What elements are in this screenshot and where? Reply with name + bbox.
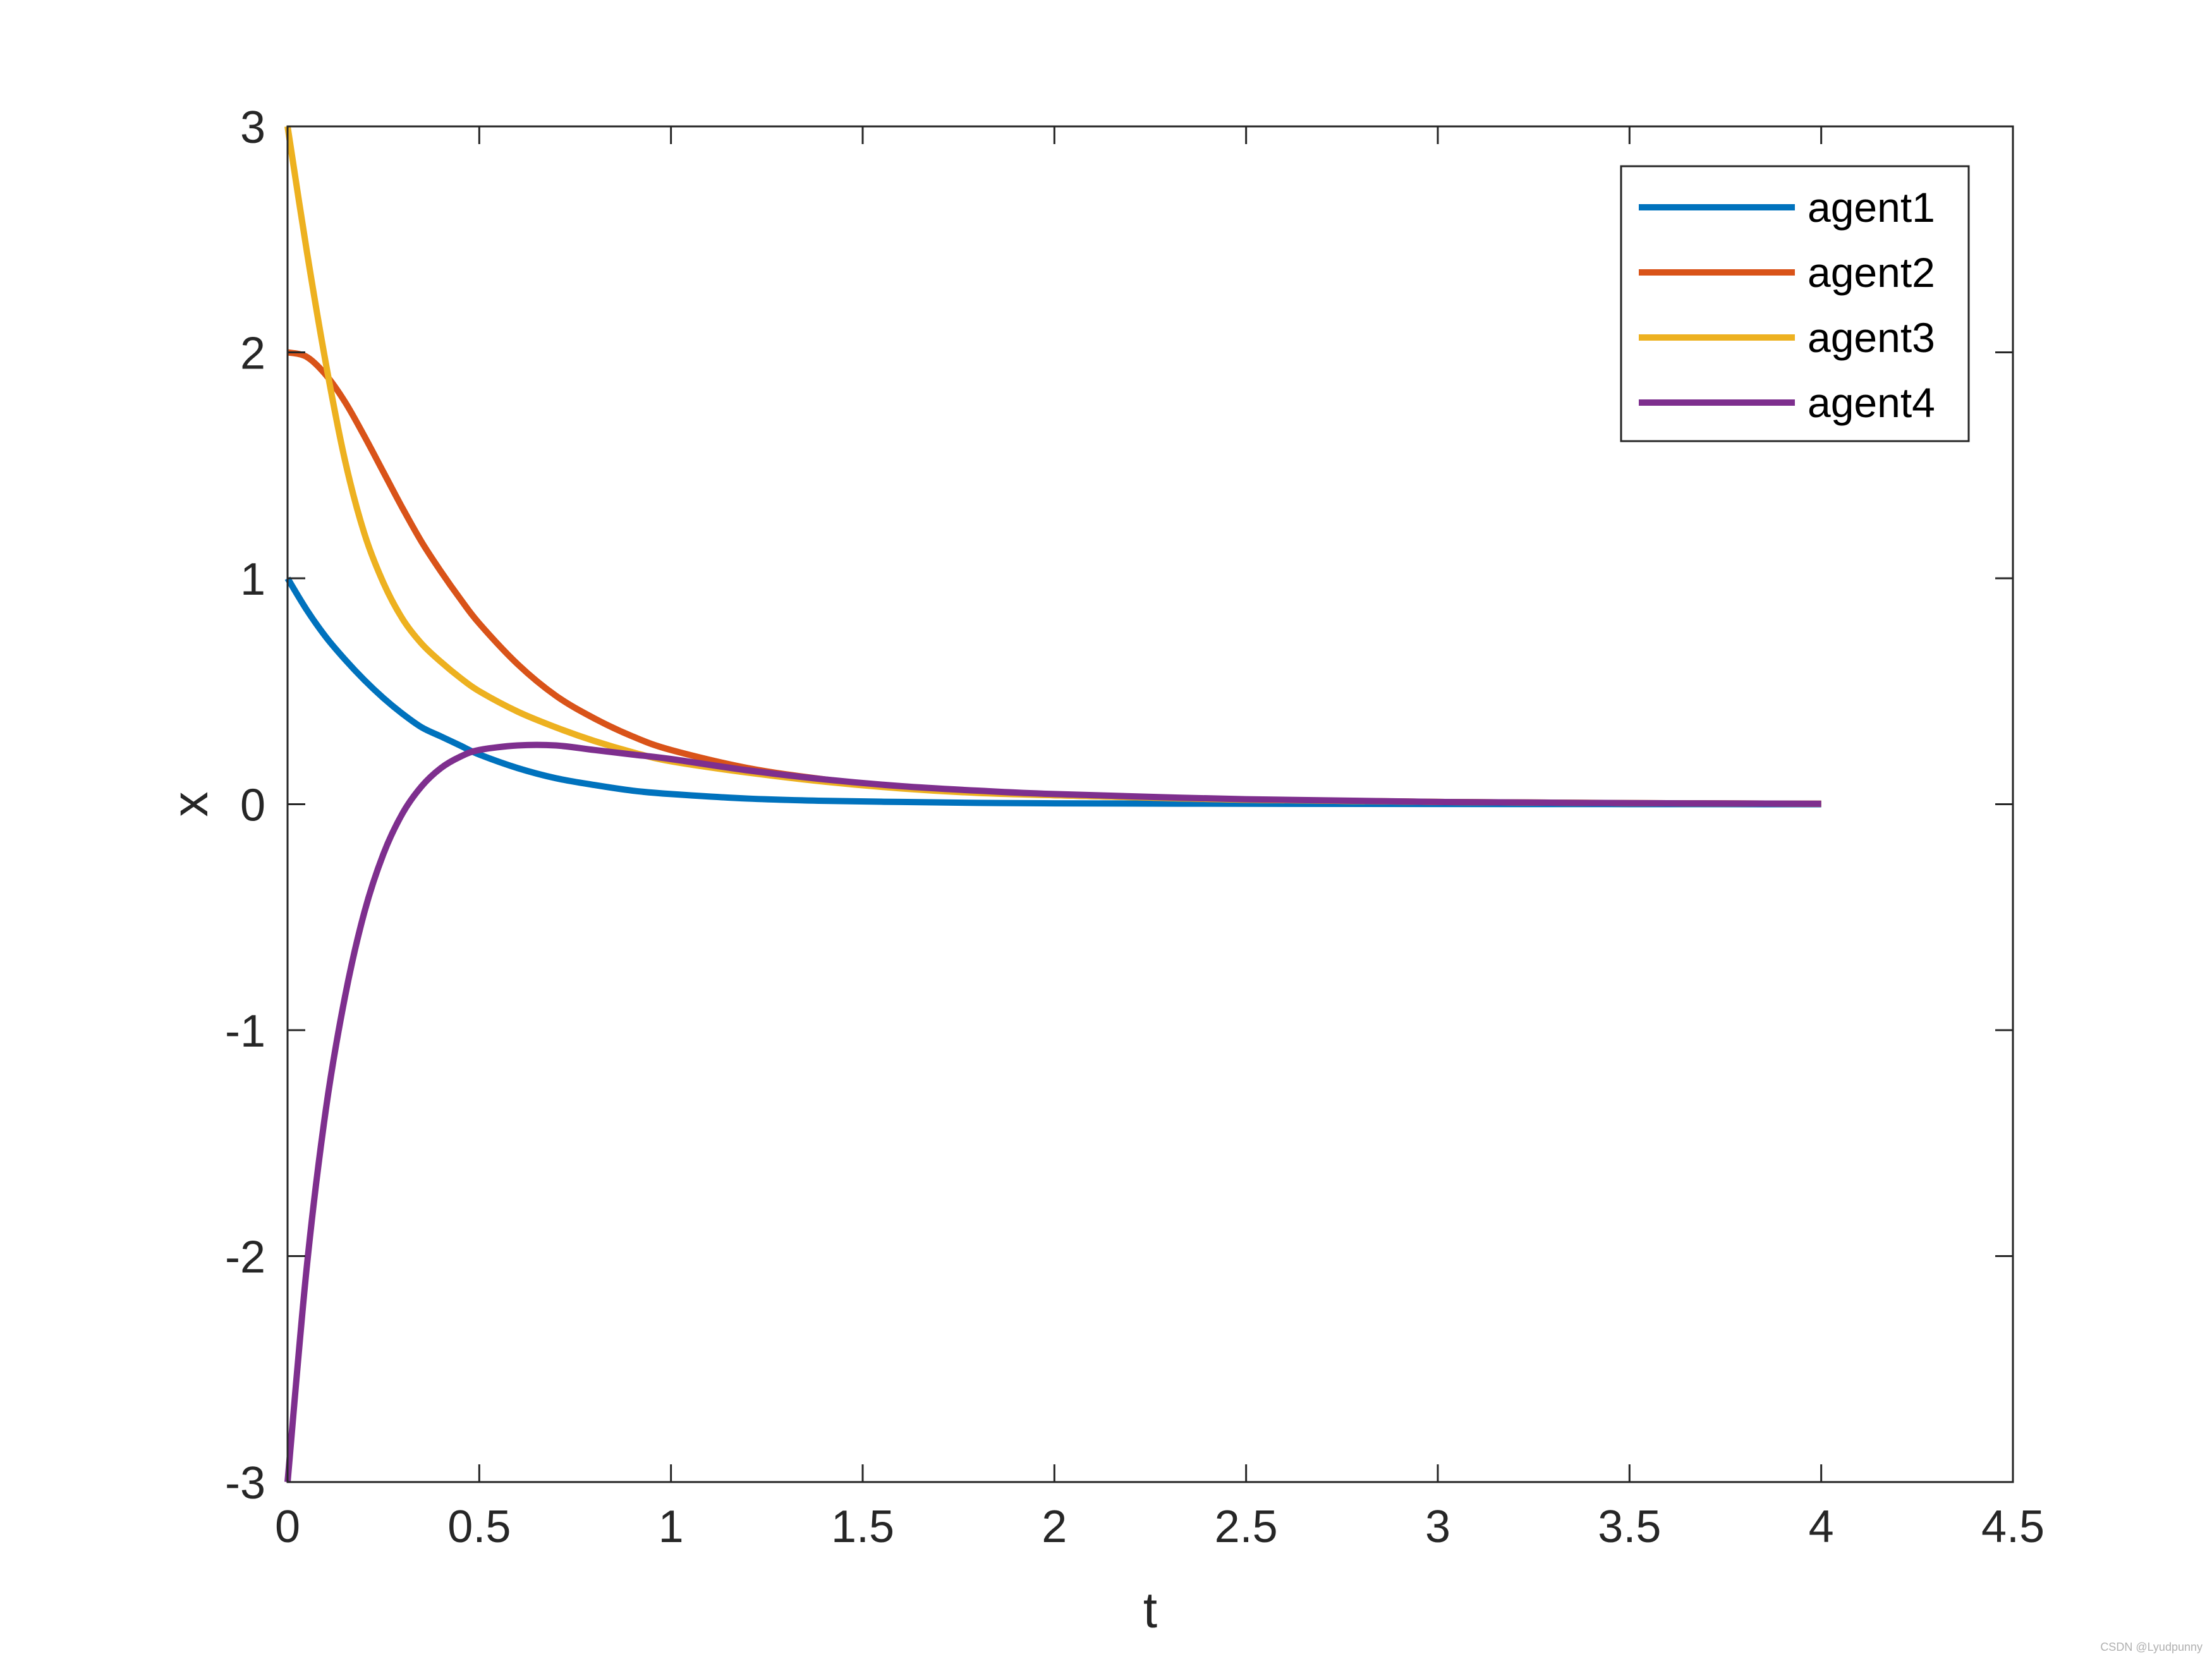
watermark-text: CSDN @Lyudpunny [2100,1641,2203,1653]
x-tick-label: 2.5 [1215,1502,1278,1552]
y-tick-label: -2 [225,1232,265,1283]
legend-label-agent4: agent4 [1808,379,1935,426]
y-axis-label: x [162,792,218,817]
x-tick-label: 1 [659,1502,684,1552]
y-tick-label: -1 [225,1006,265,1057]
x-tick-label: 2 [1042,1502,1067,1552]
x-tick-label: 4 [1809,1502,1834,1552]
legend-label-agent2: agent2 [1808,249,1935,296]
x-tick-label: 1.5 [831,1502,894,1552]
series-layer [284,126,1821,1483]
x-tick-label: 4.5 [1981,1502,2045,1552]
legend-label-agent3: agent3 [1808,314,1935,361]
y-tick-label: 1 [240,554,265,605]
x-tick-label: 3 [1425,1502,1450,1552]
x-tick-label: 0.5 [447,1502,511,1552]
legend-label-agent1: agent1 [1808,184,1935,231]
series-line-agent2 [286,349,1821,807]
y-tick-label: 2 [240,329,265,379]
axis-tick-labels: 0 0.5 1 1.5 2 2.5 3 3.5 4 4.5 -3 -2 -1 0 1 2 3 [225,102,2045,1552]
axis-ticks [286,125,2014,1483]
series-line-agent3 [284,126,1821,807]
series-line-agent1 [284,576,1821,808]
y-tick-label: 3 [240,102,265,153]
y-tick-label: 0 [240,781,265,831]
series-line-agent4 [284,741,1821,1483]
x-axis-label: t [1143,1582,1157,1638]
legend: agent1 agent2 agent3 agent4 [1620,165,1970,442]
legend-box [1620,165,1970,442]
x-tick-label: 3.5 [1598,1502,1661,1552]
x-tick-label: 0 [275,1502,300,1552]
y-tick-label: -3 [225,1458,265,1509]
